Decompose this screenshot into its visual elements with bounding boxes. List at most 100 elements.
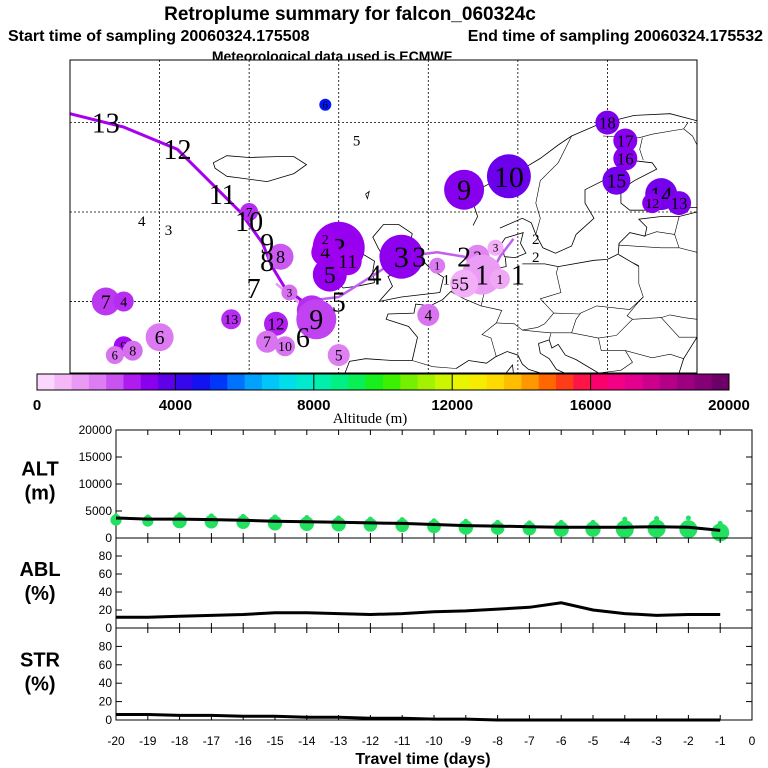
colorbar-segment — [348, 374, 367, 390]
plume-circle — [315, 228, 336, 249]
x-tick-label: -8 — [492, 734, 503, 748]
plume-circle-label: 18 — [599, 114, 616, 133]
plume-circle-label: 9 — [457, 176, 471, 207]
plume-circle — [113, 291, 134, 312]
colorbar-segment — [365, 374, 384, 390]
coastline — [678, 336, 697, 373]
colorbar-segment — [175, 374, 194, 390]
day-label: 10 — [235, 207, 263, 238]
altitude-dot-upper — [272, 514, 278, 520]
colorbar-segment — [469, 374, 488, 390]
altitude-dot-upper — [654, 516, 660, 522]
series-line — [116, 713, 721, 722]
day-label: 11 — [209, 180, 236, 211]
country-border — [535, 135, 572, 235]
plume-circle — [327, 344, 350, 367]
plume-circle — [450, 269, 479, 298]
altitude-dot — [585, 521, 601, 537]
colorbar-segment — [158, 374, 176, 390]
altitude-dot — [711, 523, 730, 542]
colorbar-tick-label: 12000 — [431, 397, 473, 414]
y-tick-label: 10000 — [79, 477, 113, 491]
day-label: 8 — [260, 247, 274, 278]
colorbar-segment — [486, 374, 505, 390]
map-frame — [69, 59, 698, 374]
x-tick-label: -5 — [588, 734, 599, 748]
plume-circle-label: 7 — [101, 292, 111, 313]
colorbar-segment — [71, 374, 90, 390]
altitude-dot-upper — [463, 518, 469, 524]
plume-circle-label: 4 — [424, 307, 432, 324]
y-tick-label: 0 — [105, 621, 112, 635]
plume-circle — [379, 234, 424, 279]
coastline — [538, 343, 565, 373]
colorbar-segment — [538, 374, 557, 390]
x-tick-label: -11 — [394, 734, 411, 748]
start-time-label: Start time of sampling 20060324.175508 — [8, 28, 310, 45]
country-border — [683, 128, 697, 146]
plume-circle-label: 8 — [129, 345, 136, 360]
day-label: 1 — [442, 272, 450, 288]
plume-circle — [613, 146, 638, 171]
plume-circle-label: 1 — [475, 260, 489, 291]
plume-circle-label: 1 — [434, 261, 440, 273]
y-tick-label: 80 — [99, 549, 113, 563]
colorbar-segment — [210, 374, 228, 390]
country-border — [661, 314, 697, 320]
colorbar-tick-label: 4000 — [159, 397, 192, 414]
colorbar-segment — [642, 374, 661, 390]
plume-circle-label: 6 — [155, 328, 165, 349]
plume-circle — [267, 243, 294, 270]
day-label: 5 — [353, 134, 361, 150]
plume-circle-label: 5 — [324, 263, 336, 289]
colorbar-segment — [625, 374, 643, 390]
altitude-dot-upper — [304, 514, 310, 520]
end-time-label: End time of sampling 20060324.175532 — [468, 28, 763, 45]
panel-str: 0 20 40 60 80 STR(%) — [20, 627, 753, 727]
x-tick-label: -12 — [362, 734, 380, 748]
plume-circle — [667, 191, 692, 216]
map-panel: 9103342511836972153141741312710659866181… — [69, 59, 698, 374]
day-label: 5 — [451, 277, 459, 293]
plume-circle-label: 3 — [394, 241, 409, 274]
plume-circle-label: 5 — [459, 274, 469, 295]
x-tick-label: -3 — [651, 734, 662, 748]
country-border — [496, 266, 562, 331]
country-border — [481, 305, 503, 357]
colorbar-segment — [54, 374, 72, 390]
plume-circle — [122, 340, 143, 361]
plume-circle — [333, 247, 362, 276]
plume-circle — [444, 169, 485, 210]
altitude-dot-upper — [399, 517, 405, 523]
plume-circle-label: 10 — [494, 161, 524, 194]
plume-circle-label: 3 — [287, 287, 293, 299]
colorbar-segment — [556, 374, 574, 390]
plume-circle — [487, 239, 504, 256]
plume-circle-label: 16 — [617, 149, 634, 168]
plume-circle-label: 17 — [617, 131, 634, 150]
x-tick-label: -6 — [556, 734, 567, 748]
colorbar-tick-label: 16000 — [570, 397, 612, 414]
altitude-dot-upper — [367, 516, 373, 522]
day-label: 6 — [296, 323, 310, 354]
y-tick-label: 0 — [105, 531, 112, 545]
colorbar-segment — [573, 374, 591, 390]
colorbar-segment — [677, 374, 695, 390]
plume-circle — [642, 193, 663, 214]
coastline — [212, 155, 308, 183]
panel-abl: 0 20 40 60 80 ABL(%) — [19, 537, 753, 635]
coastline — [365, 190, 370, 200]
altitude-dot-upper — [526, 520, 532, 526]
plume-circle-label: 8 — [276, 247, 285, 267]
altitude-dot-upper — [431, 518, 437, 524]
colorbar-segment — [140, 374, 159, 390]
altitude-dot — [299, 516, 314, 531]
coastline — [501, 232, 527, 259]
colorbar-tick-label: 0 — [33, 397, 41, 414]
altitude-dot — [553, 521, 569, 537]
y-tick-label: 60 — [99, 567, 113, 581]
x-tick-label: -17 — [203, 734, 221, 748]
plume-circle — [595, 110, 620, 135]
y-tick-label: 20 — [99, 603, 113, 617]
plume-circle-label: 4 — [120, 295, 127, 310]
